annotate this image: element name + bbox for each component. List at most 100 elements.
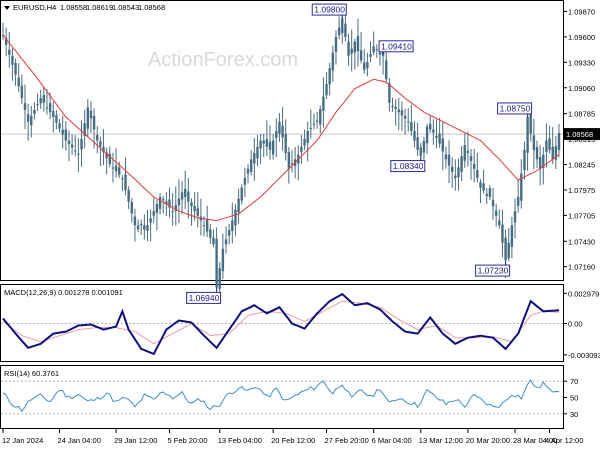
ohlc-high: 1.08619 bbox=[86, 3, 113, 12]
y-tick-label: 1.09870 bbox=[568, 7, 595, 16]
price-label: 1.06940 bbox=[189, 293, 220, 303]
price-bar-body bbox=[388, 83, 391, 103]
price-bar-body bbox=[8, 49, 11, 55]
price-bar-body bbox=[190, 202, 193, 207]
price-bar-body bbox=[215, 238, 218, 288]
price-bar-body bbox=[180, 192, 184, 200]
price-bar-body bbox=[275, 131, 278, 138]
price-bar-body bbox=[356, 36, 360, 52]
price-bar-body bbox=[507, 242, 510, 259]
current-price-box bbox=[564, 128, 600, 141]
macd-pane: 0.002979 0.00 -0.003093 bbox=[1, 289, 600, 360]
price-bar-body bbox=[535, 146, 539, 160]
price-bar-body bbox=[158, 197, 162, 209]
price-bar-body bbox=[372, 46, 375, 53]
price-bar-body bbox=[17, 77, 20, 87]
price-bar-body bbox=[341, 18, 344, 34]
rsi-tick-label: 70 bbox=[570, 377, 578, 386]
price-bar-body bbox=[52, 111, 55, 117]
collapse-triangle-icon bbox=[4, 6, 10, 10]
price-bar-body bbox=[529, 111, 532, 134]
y-tick-label: 1.08785 bbox=[568, 110, 595, 119]
price-bar-body bbox=[407, 121, 410, 123]
price-bar-body bbox=[315, 120, 319, 122]
price-bar-body bbox=[143, 225, 146, 230]
price-bar-body bbox=[306, 131, 309, 143]
price-bar-body bbox=[347, 41, 350, 56]
ohlc-open: 1.08558 bbox=[60, 3, 87, 12]
price-bar-body bbox=[450, 166, 454, 172]
watermark: ActionForex.com bbox=[148, 49, 298, 71]
price-label-box bbox=[186, 291, 222, 304]
price-bar-body bbox=[240, 187, 243, 201]
price-bar-body bbox=[61, 129, 64, 135]
price-bar-body bbox=[485, 193, 488, 197]
price-bar-body bbox=[526, 116, 529, 153]
price-bar-body bbox=[359, 50, 363, 61]
price-bar-body bbox=[70, 144, 74, 148]
price-bar-body bbox=[171, 211, 174, 213]
price-bar-body bbox=[162, 199, 165, 201]
price-bar-body bbox=[391, 105, 394, 108]
price-bar-body bbox=[472, 163, 476, 169]
price-bar-body bbox=[378, 52, 382, 55]
price-bar-body bbox=[510, 225, 514, 247]
price-label: 1.08750 bbox=[500, 103, 531, 113]
ohlc-low: 1.08543 bbox=[112, 3, 139, 12]
price-bar-body bbox=[542, 154, 545, 169]
price-bar-body bbox=[256, 146, 259, 159]
x-tick-label: 20 Feb 12:00 bbox=[271, 436, 315, 445]
price-bar-body bbox=[39, 98, 42, 104]
symbol-label: EURUSD,H4 bbox=[13, 3, 56, 12]
price-bar-body bbox=[353, 41, 357, 53]
y-tick-label: 1.07430 bbox=[568, 237, 595, 246]
y-tick-label: 1.08245 bbox=[568, 161, 595, 170]
price-bar-body bbox=[447, 154, 451, 166]
price-bar-body bbox=[45, 107, 49, 109]
price-bar-body bbox=[187, 191, 190, 202]
price-bar-body bbox=[268, 141, 272, 150]
price-bar-body bbox=[441, 138, 444, 152]
price-bar-body bbox=[67, 140, 71, 145]
rsi-pane-border bbox=[0, 365, 564, 429]
price-bar-body bbox=[55, 115, 58, 123]
price-bar-body bbox=[363, 62, 366, 70]
price-label: 1.07230 bbox=[478, 266, 509, 276]
y-tick-label: 1.07975 bbox=[568, 186, 595, 195]
price-bar-body bbox=[231, 220, 234, 231]
price-bar-body bbox=[385, 60, 388, 80]
price-bar-body bbox=[501, 224, 504, 243]
price-bar-body bbox=[337, 27, 341, 36]
moving-average-line bbox=[2, 34, 560, 222]
x-tick-label: 28 Mar 04:00 bbox=[513, 436, 557, 445]
price-label-box bbox=[475, 264, 511, 277]
price-bar-body bbox=[265, 139, 269, 147]
x-tick-label: 20 Mar 20:00 bbox=[466, 436, 510, 445]
price-bar-body bbox=[48, 103, 52, 113]
price-bar-body bbox=[253, 153, 256, 164]
macd-tick-label: 0.002979 bbox=[568, 289, 599, 298]
price-bar-body bbox=[149, 218, 152, 223]
price-label-box bbox=[311, 3, 347, 16]
price-bar-body bbox=[369, 54, 372, 57]
price-bar-body bbox=[140, 223, 143, 226]
x-tick-label: 27 Feb 20:00 bbox=[325, 436, 369, 445]
price-bar-body bbox=[281, 125, 284, 138]
price-bar-body bbox=[516, 197, 520, 206]
price-bar-body bbox=[20, 85, 24, 99]
current-price-label: 1.08568 bbox=[566, 130, 593, 139]
price-bar-body bbox=[234, 209, 237, 226]
price-bar-body bbox=[557, 132, 561, 151]
price-bar-body bbox=[300, 146, 303, 152]
price-bar-body bbox=[183, 189, 187, 198]
price-bar-body bbox=[432, 129, 435, 133]
price-bar-body bbox=[99, 141, 102, 147]
price-bar-body bbox=[328, 68, 331, 85]
price-label: 1.09410 bbox=[381, 41, 412, 51]
price-bar-body bbox=[488, 188, 492, 198]
macd-tick-label: 0.00 bbox=[568, 320, 583, 329]
price-bar-body bbox=[96, 135, 99, 141]
price-bar-body bbox=[196, 208, 199, 216]
price-bar-body bbox=[155, 204, 159, 213]
price-bar-body bbox=[469, 155, 473, 161]
